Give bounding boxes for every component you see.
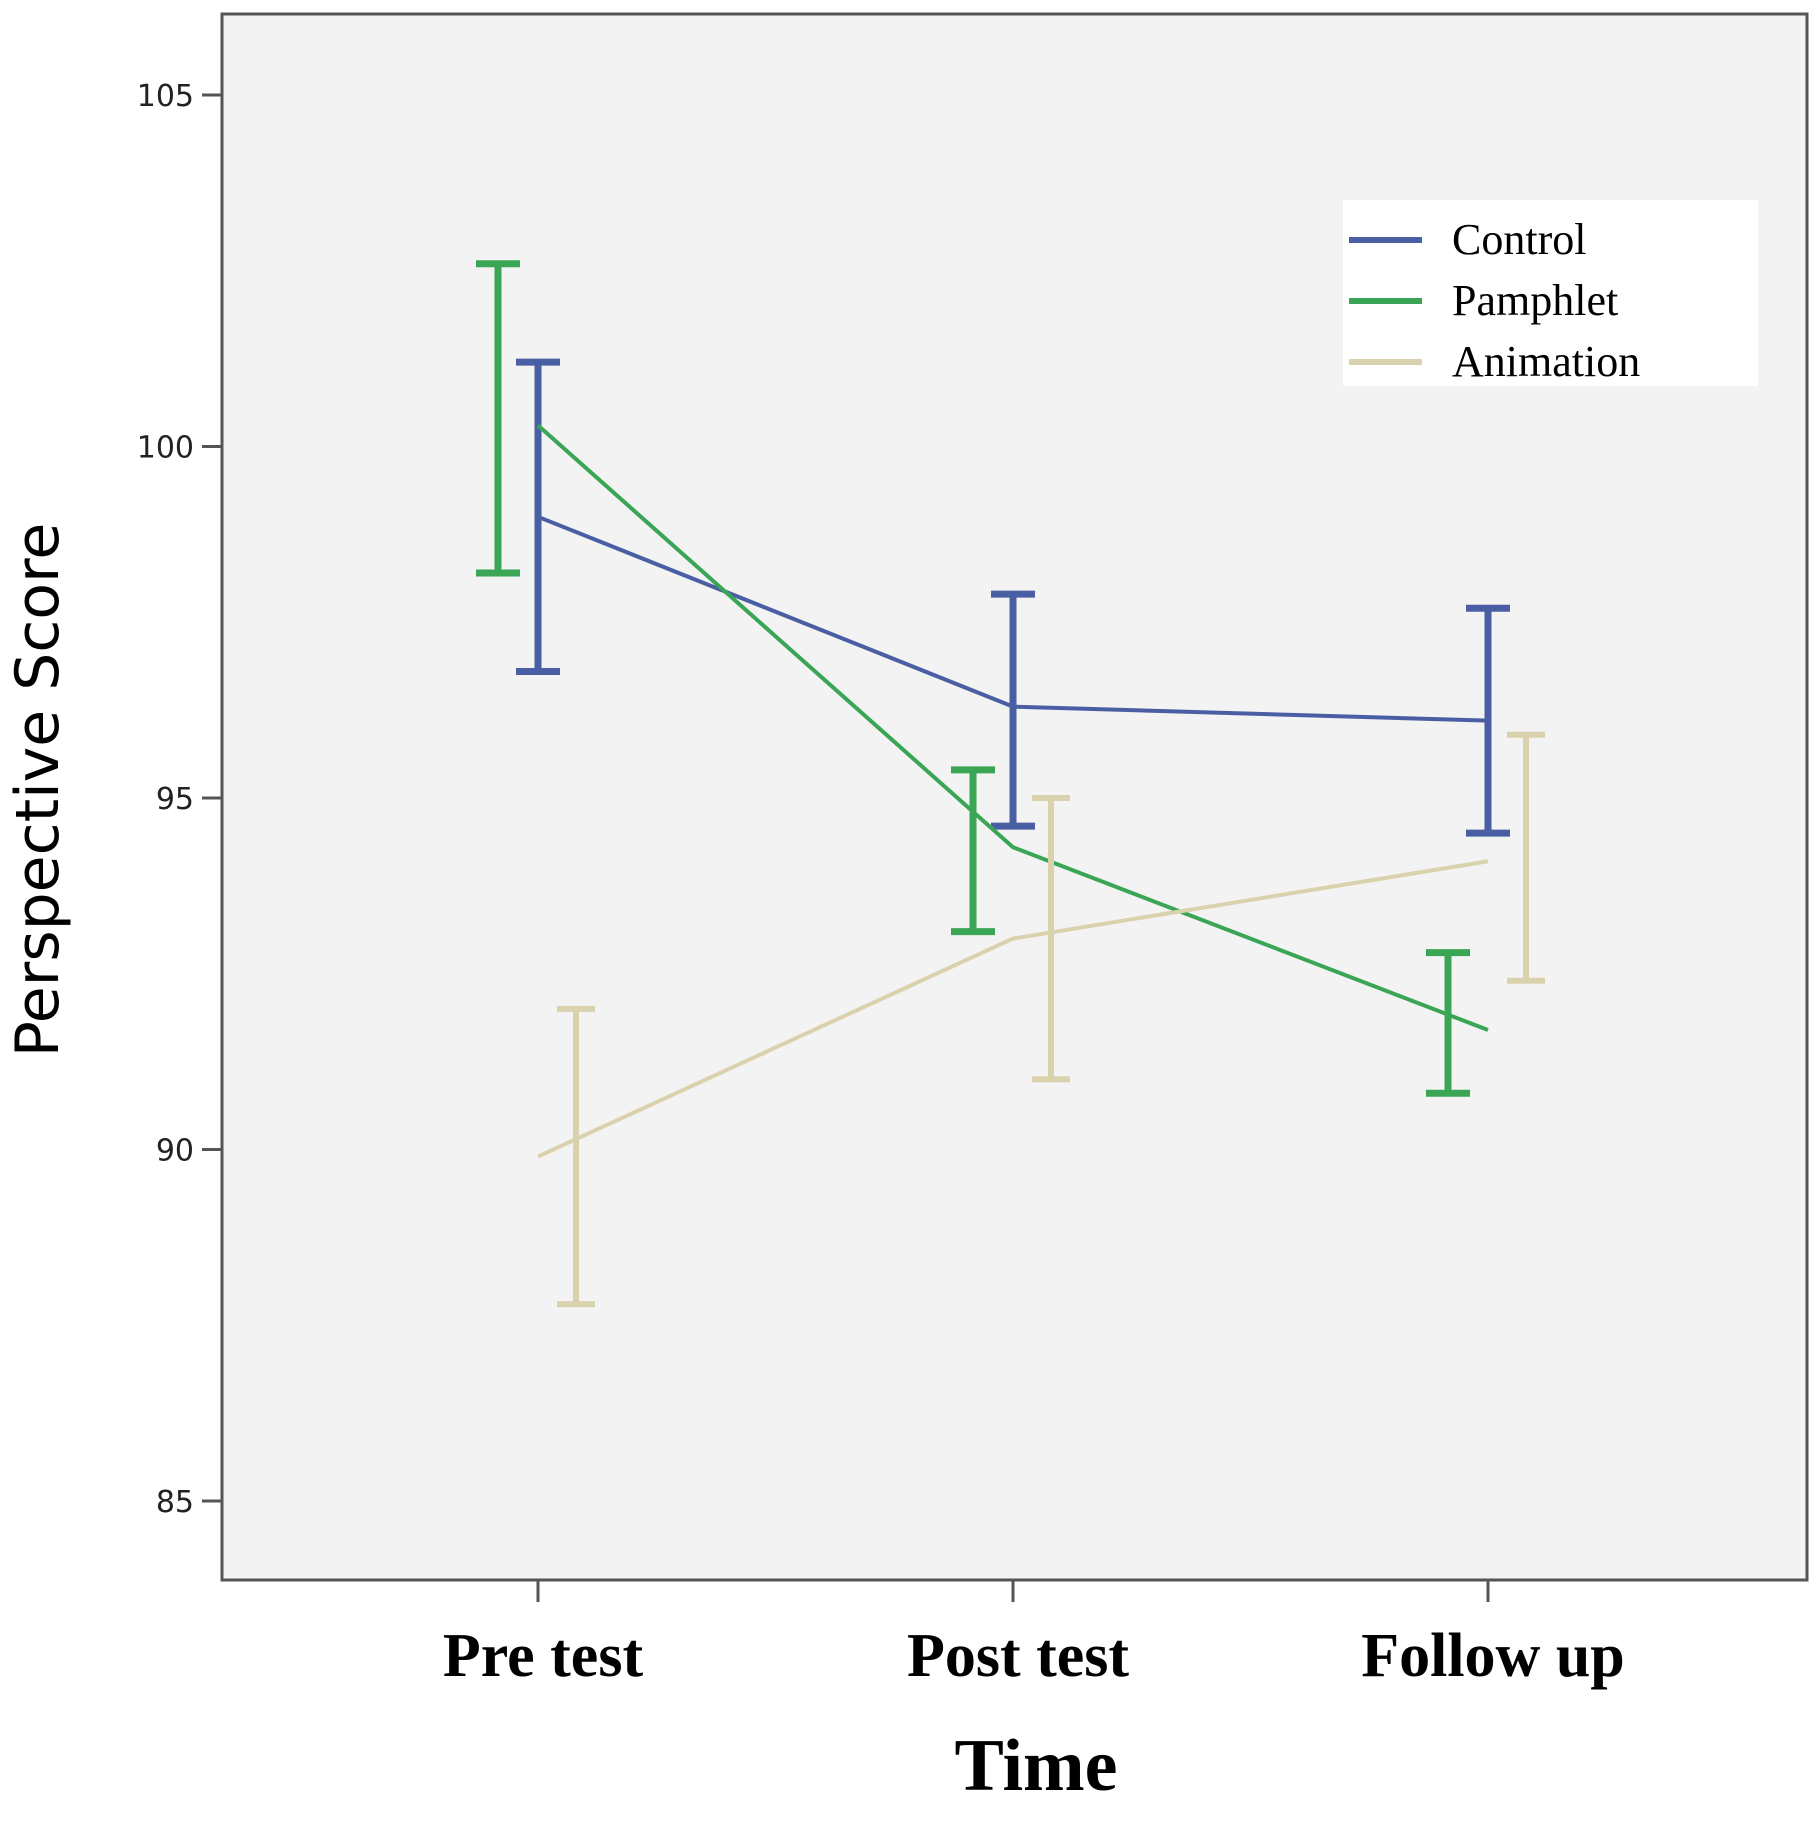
x-tick-label: Follow up	[1361, 1622, 1625, 1690]
series-layer	[476, 260, 1545, 1308]
series-pamphlet	[476, 260, 1489, 1097]
y-tick-label: 95	[156, 782, 194, 817]
y-axis-title: Perspective Score	[3, 523, 73, 1058]
legend-label-animation: Animation	[1452, 337, 1640, 386]
legend: Control Pamphlet Animation	[1343, 200, 1758, 386]
x-axis-ticks: Pre test Post test Follow up	[443, 1580, 1625, 1690]
y-tick-label: 100	[137, 431, 194, 466]
y-tick-label: 105	[137, 79, 194, 114]
y-tick-label: 90	[156, 1134, 194, 1169]
y-tick-label: 85	[156, 1485, 194, 1520]
legend-label-control: Control	[1452, 215, 1586, 264]
x-axis-title: Time	[954, 1725, 1117, 1807]
legend-box	[1343, 200, 1758, 386]
y-axis-ticks: 85 90 95 100 105	[137, 79, 222, 1520]
legend-label-pamphlet: Pamphlet	[1452, 276, 1618, 325]
series-line	[537, 859, 1489, 1159]
series-animation	[537, 731, 1545, 1308]
x-tick-label: Post test	[907, 1622, 1129, 1690]
x-tick-label: Pre test	[443, 1622, 644, 1690]
series-line	[536, 423, 1489, 1032]
series-control	[516, 358, 1510, 837]
